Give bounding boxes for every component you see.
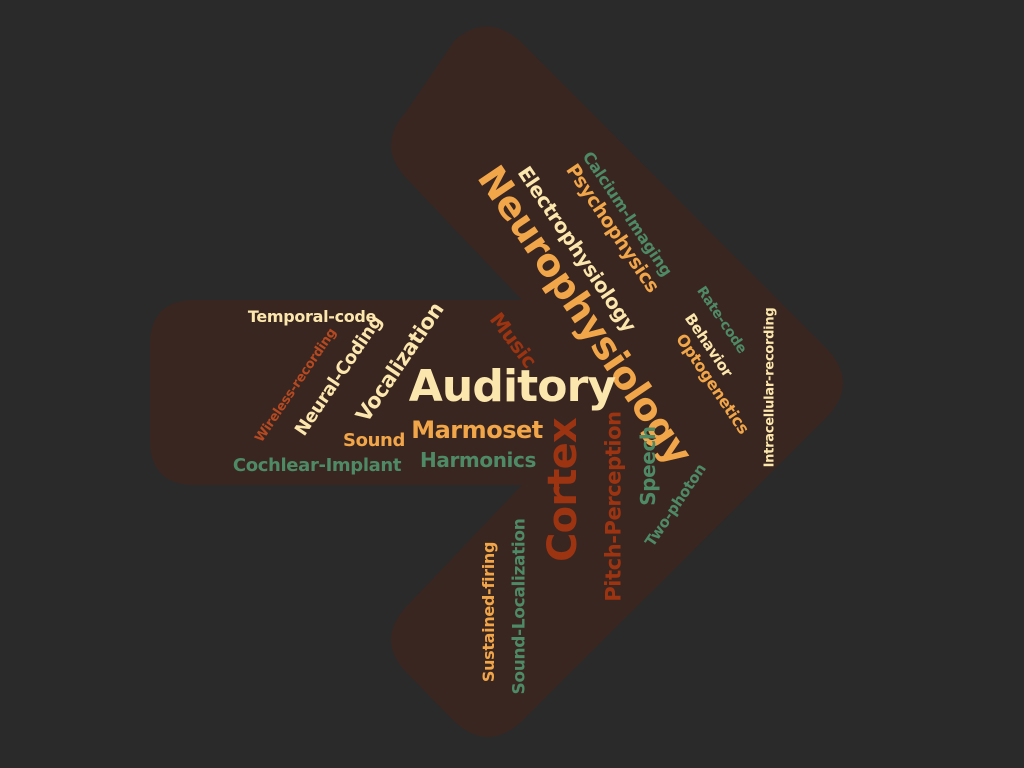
word-cortex: Cortex	[539, 418, 586, 562]
word-auditory: Auditory	[408, 361, 616, 412]
word-temporal-code: Temporal-code	[247, 307, 377, 326]
word-sound-localization: Sound-Localization	[509, 517, 530, 695]
word-sound: Sound	[342, 430, 406, 451]
word-cochlear-implant: Cochlear-Implant	[232, 455, 402, 476]
arrow-path	[150, 26, 843, 737]
word-marmoset: Marmoset	[411, 416, 543, 444]
word-harmonics: Harmonics	[420, 448, 536, 472]
word-intracellular-recording: Intracellular-recording	[762, 307, 778, 467]
word-pitch-perception: Pitch-Perception	[601, 410, 626, 602]
word-sustained-firing: Sustained-firing	[479, 541, 498, 683]
word-speech: Speech	[635, 426, 660, 506]
